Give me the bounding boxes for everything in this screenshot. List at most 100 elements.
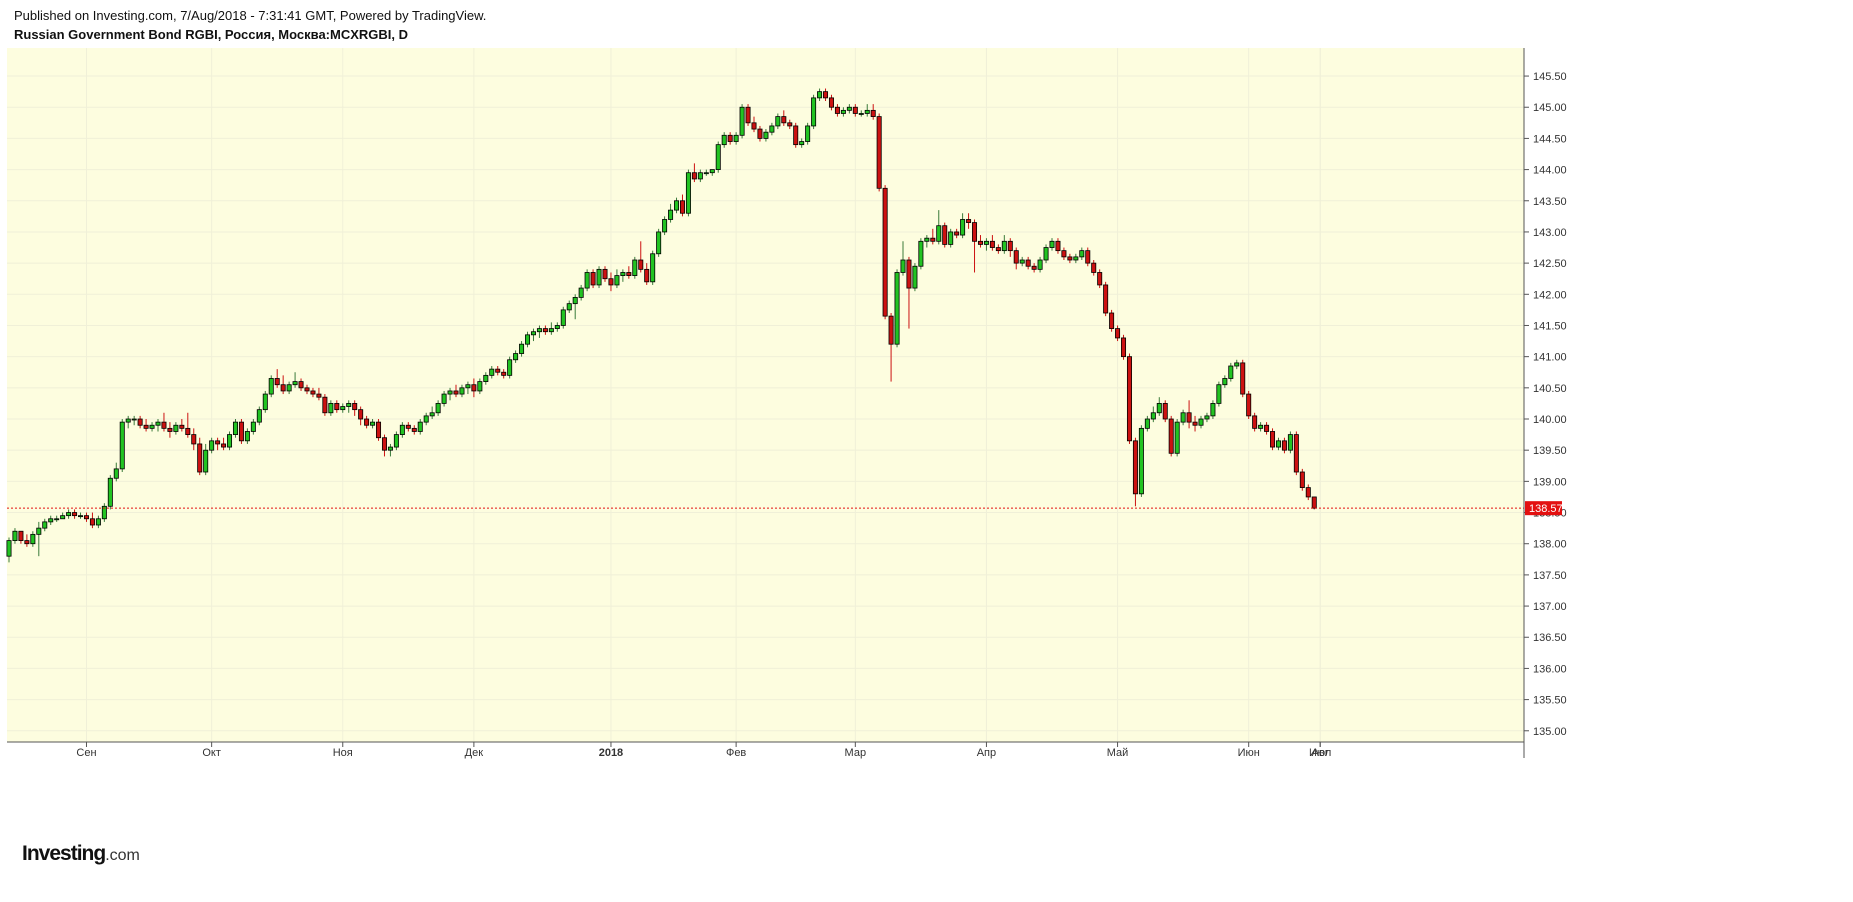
- candle[interactable]: [78, 512, 84, 519]
- candle[interactable]: [149, 422, 155, 432]
- candle[interactable]: [781, 110, 787, 126]
- candle[interactable]: [1132, 437, 1138, 507]
- candle[interactable]: [304, 384, 310, 395]
- candle[interactable]: [983, 238, 989, 251]
- candle[interactable]: [435, 400, 441, 416]
- candle[interactable]: [1234, 359, 1240, 370]
- candle[interactable]: [578, 284, 584, 301]
- candle[interactable]: [346, 400, 352, 413]
- candle[interactable]: [602, 266, 608, 282]
- candle[interactable]: [1049, 238, 1055, 251]
- candle[interactable]: [256, 406, 262, 426]
- candle[interactable]: [423, 412, 429, 426]
- candle[interactable]: [674, 197, 680, 214]
- candle[interactable]: [262, 390, 268, 413]
- candle[interactable]: [191, 428, 197, 451]
- candle[interactable]: [399, 422, 405, 438]
- plot-area[interactable]: [7, 48, 1524, 742]
- candle[interactable]: [274, 369, 280, 388]
- candle[interactable]: [447, 387, 453, 401]
- candle[interactable]: [900, 241, 906, 276]
- candle[interactable]: [930, 228, 936, 245]
- candle[interactable]: [691, 163, 697, 183]
- candle[interactable]: [989, 235, 995, 251]
- candle[interactable]: [501, 369, 507, 379]
- candle[interactable]: [936, 210, 942, 245]
- candle[interactable]: [1019, 256, 1025, 267]
- candle[interactable]: [590, 269, 596, 289]
- candle[interactable]: [1275, 437, 1281, 451]
- candle[interactable]: [1007, 238, 1013, 257]
- candle[interactable]: [787, 119, 793, 130]
- candle[interactable]: [679, 194, 685, 217]
- candle[interactable]: [42, 518, 48, 532]
- candle[interactable]: [334, 400, 340, 413]
- candle[interactable]: [405, 422, 411, 432]
- candle[interactable]: [1287, 431, 1293, 454]
- candle[interactable]: [644, 263, 650, 285]
- candle[interactable]: [250, 419, 256, 435]
- candle[interactable]: [232, 419, 238, 438]
- candle[interactable]: [1085, 247, 1091, 267]
- candle[interactable]: [697, 169, 703, 183]
- candle[interactable]: [1264, 422, 1270, 435]
- candle[interactable]: [125, 415, 131, 429]
- candle[interactable]: [24, 534, 30, 547]
- candle[interactable]: [298, 378, 304, 391]
- candle[interactable]: [662, 216, 668, 236]
- candle[interactable]: [1258, 422, 1264, 432]
- candle[interactable]: [244, 428, 250, 444]
- candle[interactable]: [1067, 253, 1073, 264]
- candle[interactable]: [1121, 334, 1127, 360]
- candle[interactable]: [596, 266, 602, 289]
- candle[interactable]: [18, 530, 24, 544]
- candle[interactable]: [89, 512, 95, 529]
- candle[interactable]: [316, 387, 322, 401]
- candle[interactable]: [554, 322, 560, 332]
- candle[interactable]: [858, 110, 864, 117]
- candle[interactable]: [739, 104, 745, 139]
- candle[interactable]: [465, 381, 471, 395]
- candle[interactable]: [72, 509, 78, 519]
- candle[interactable]: [1186, 400, 1192, 429]
- candle[interactable]: [948, 228, 954, 248]
- candle[interactable]: [614, 269, 620, 289]
- candle[interactable]: [370, 419, 376, 429]
- candle[interactable]: [906, 256, 912, 329]
- candle[interactable]: [536, 325, 542, 338]
- candle[interactable]: [107, 475, 113, 510]
- candle[interactable]: [1126, 353, 1132, 444]
- candle[interactable]: [221, 437, 227, 451]
- candle[interactable]: [1013, 247, 1019, 270]
- candle[interactable]: [310, 387, 316, 398]
- candle[interactable]: [566, 300, 572, 314]
- candle[interactable]: [167, 422, 173, 438]
- candle[interactable]: [763, 129, 769, 142]
- candle[interactable]: [48, 515, 54, 526]
- candle[interactable]: [429, 406, 435, 420]
- candle[interactable]: [542, 325, 548, 335]
- candle[interactable]: [137, 415, 143, 429]
- candle[interactable]: [417, 419, 423, 435]
- candle[interactable]: [54, 515, 60, 522]
- candle[interactable]: [840, 107, 846, 117]
- candle[interactable]: [1246, 390, 1252, 420]
- candle[interactable]: [882, 185, 888, 320]
- candle[interactable]: [507, 356, 513, 379]
- candle[interactable]: [769, 122, 775, 136]
- candle[interactable]: [727, 132, 733, 145]
- candle[interactable]: [530, 328, 536, 342]
- candle[interactable]: [799, 138, 805, 148]
- candle[interactable]: [340, 403, 346, 413]
- candle[interactable]: [179, 419, 185, 432]
- candle[interactable]: [113, 462, 119, 482]
- candle[interactable]: [620, 269, 626, 282]
- candle[interactable]: [960, 213, 966, 239]
- candle[interactable]: [364, 415, 370, 429]
- candle[interactable]: [268, 375, 274, 398]
- candle[interactable]: [238, 419, 244, 444]
- candle[interactable]: [912, 263, 918, 292]
- investing-logo[interactable]: Investing.com: [22, 842, 140, 866]
- candle[interactable]: [775, 113, 781, 130]
